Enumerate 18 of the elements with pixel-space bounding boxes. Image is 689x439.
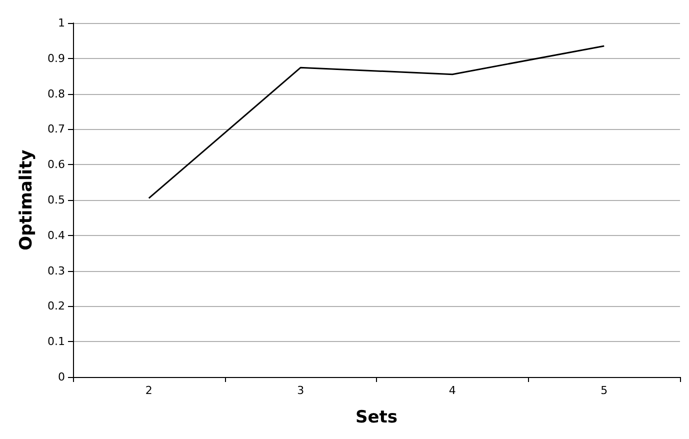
x-axis-title: Sets (355, 408, 398, 428)
line-series (148, 45, 605, 199)
x-tick-label: 3 (297, 384, 304, 397)
y-tick-label: 0.7 (48, 122, 65, 136)
x-tick-label: 5 (600, 384, 608, 397)
y-axis-title: Optimality (16, 150, 36, 250)
y-tick-label: 0.6 (48, 158, 65, 172)
y-tick-label: 0 (58, 370, 65, 384)
y-tick-label: 1 (58, 16, 65, 30)
y-tick-label: 0.5 (48, 194, 65, 206)
x-tick-label: 2 (145, 384, 152, 397)
x-tick-label: 4 (448, 384, 456, 397)
y-tick-label: 0.4 (48, 228, 65, 242)
y-tick-label: 0.8 (48, 87, 65, 100)
y-tick-label: 0.9 (48, 52, 65, 65)
y-tick-label: 0.2 (48, 300, 65, 313)
y-tick-label: 0.1 (48, 335, 65, 348)
y-tick-label: 0.3 (48, 264, 65, 278)
